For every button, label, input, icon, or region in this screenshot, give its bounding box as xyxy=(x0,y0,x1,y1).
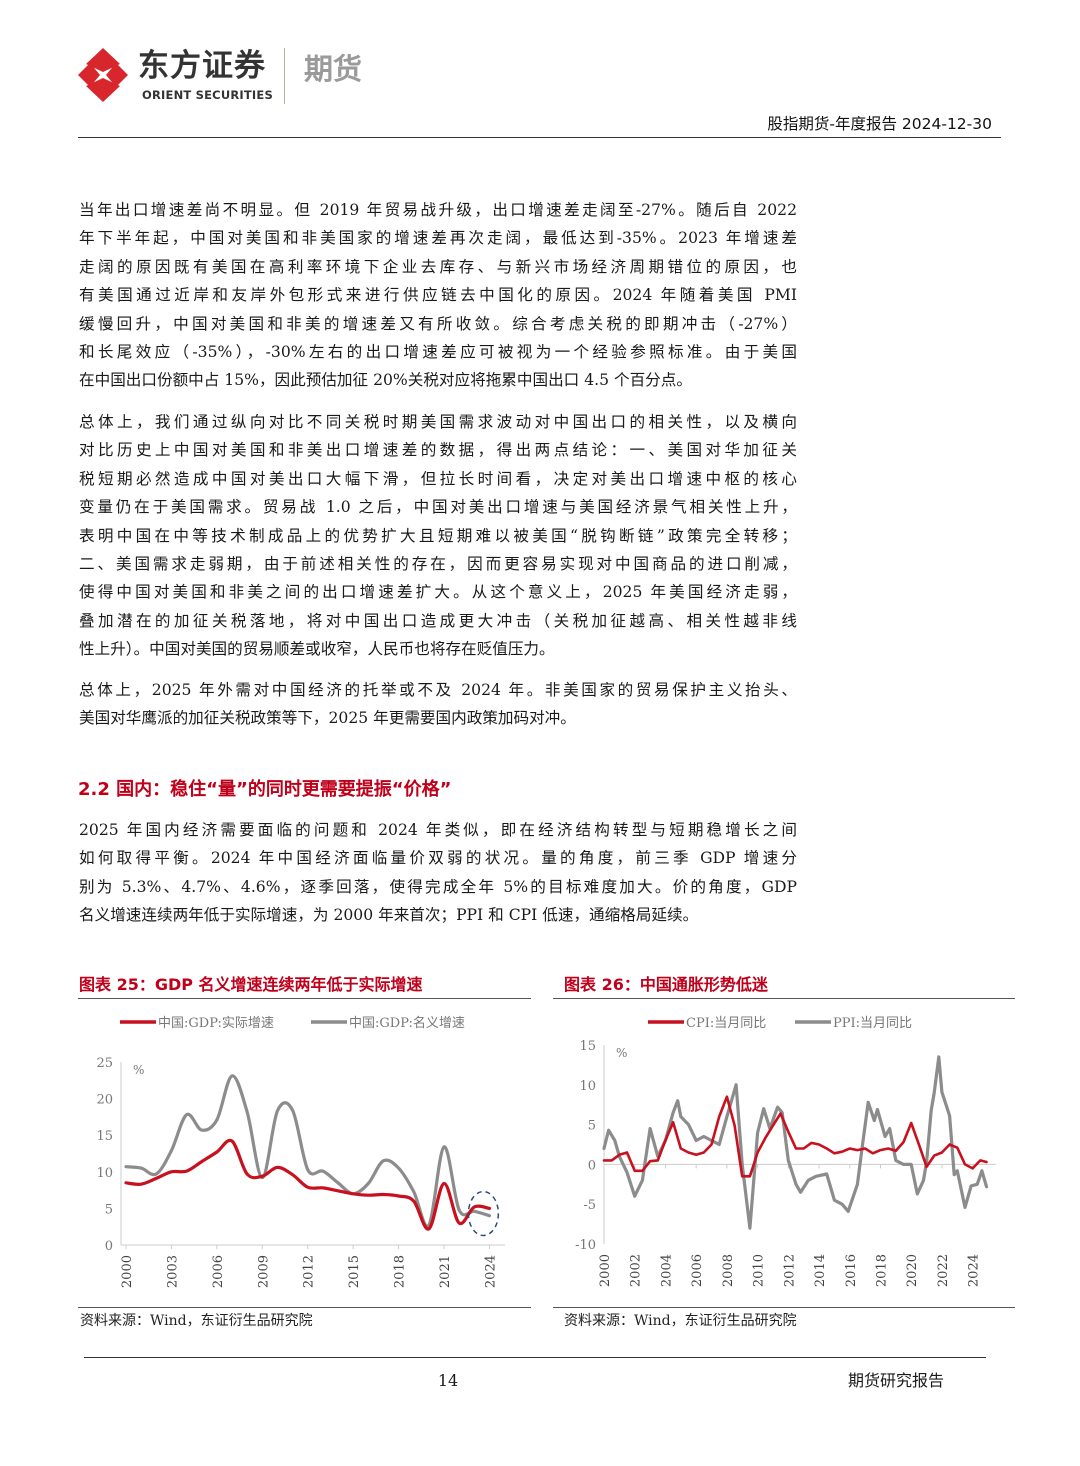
report-title-date: 股指期货-年度报告 2024-12-30 xyxy=(767,114,992,134)
paragraph-line: 如何取得平衡。2024 年中国经济面临量价双弱的状况。量的角度，前三季 GDP … xyxy=(79,849,797,868)
legend-label: 中国:GDP:实际增速 xyxy=(158,1016,274,1031)
series-line-red xyxy=(602,1095,988,1178)
y-tick-label: 10 xyxy=(96,1166,113,1181)
x-tick-label: 2018 xyxy=(874,1254,889,1287)
section-heading: 2.2 国内：稳住“量”的同时更需要提振“价格” xyxy=(78,779,452,800)
figure-26-caption: 图表 26：中国通胀形势低迷 xyxy=(564,975,768,994)
x-tick-label: 2021 xyxy=(438,1255,453,1288)
paragraph-line: 名义增速连续两年低于实际增速，为 2000 年来首次；PPI 和 CPI 低速，… xyxy=(79,906,699,925)
y-tick-label: 20 xyxy=(96,1093,113,1108)
paragraph-line: 性上升）。中国对美国的贸易顺差或收窄，人民币也将存在贬值压力。 xyxy=(79,640,555,659)
paragraph-line: 叠加潜在的加征关税落地，将对中国出口造成更大冲击（关税加征越高、相关性越非线 xyxy=(79,611,797,630)
paragraph-line: 年下半年起，中国对美国和非美国家的增速差再次走阔，最低达到-35%。2023 年… xyxy=(79,229,797,248)
legend-label: 中国:GDP:名义增速 xyxy=(349,1015,465,1031)
logo-text-en: ORIENT SECURITIES xyxy=(142,88,273,102)
x-tick-label: 2010 xyxy=(752,1254,767,1287)
paragraph-line: 2025 年国内经济需要面临的问题和 2024 年类似，即在经济结构转型与短期稳… xyxy=(79,821,797,839)
gdp-growth-chart: 0 5 10 15 20 25 % 2000 2003 2006 2009 2012 2015 2018 2… xyxy=(96,1015,505,1288)
y-tick-label: 15 xyxy=(96,1129,113,1144)
paragraph-line: 当年出口增速差尚不明显。但 2019 年贸易战升级，出口增速差走阔至-27%。随… xyxy=(79,201,797,219)
y-tick-label: 25 xyxy=(96,1056,113,1071)
footer-rule xyxy=(84,1357,986,1358)
x-tick-label: 2000 xyxy=(598,1254,613,1287)
y-axis-unit: % xyxy=(616,1046,627,1060)
y-axis-unit: % xyxy=(133,1063,144,1077)
paragraph-line: 别为 5.3%、4.7%、4.6%，逐季回落，使得完成全年 5%的目标难度加大。… xyxy=(79,877,797,896)
report-date: 2024-12-30 xyxy=(901,115,992,133)
x-tick-label: 2014 xyxy=(813,1254,828,1287)
series-line-red xyxy=(124,1138,491,1231)
paragraph-line: 变量仍在于美国需求。贸易战 1.0 之后，中国对美出口增速与美国经济景气相关性上… xyxy=(79,498,797,517)
paragraph-line: 缓慢回升，中国对美国和非美的增速差又有所收敛。综合考虑关税的即期冲击（-27%） xyxy=(79,314,797,333)
series-line-gray xyxy=(124,1074,491,1228)
figure-26-top-rule xyxy=(553,998,1015,999)
paragraph-line: 美国对华鹰派的加征关税政策等下，2025 年更需要国内政策加码对冲。 xyxy=(79,709,576,728)
y-tick-label: 10 xyxy=(579,1079,596,1094)
paragraph-line: 总体上，我们通过纵向对比不同关税时期美国需求波动对中国出口的相关性，以及横向 xyxy=(79,413,797,431)
x-tick-label: 2024 xyxy=(483,1255,498,1288)
logo-divider xyxy=(284,48,285,104)
paragraph-line: 和长尾效应（-35%），-30%左右的出口增速差应可被视为一个经验参照标准。由于… xyxy=(79,343,797,361)
paragraph-line: 使得中国对美国和非美之间的出口增速差扩大。从这个意义上，2025 年美国经济走弱… xyxy=(79,583,797,602)
x-tick-label: 2016 xyxy=(844,1254,859,1287)
figure-25-top-rule xyxy=(78,998,531,999)
x-tick-label: 2008 xyxy=(721,1254,736,1287)
x-tick-label: 2022 xyxy=(936,1254,951,1287)
paragraph-line: 在中国出口份额中占 15%，因此预估加征 20%关税对应将拖累中国出口 4.5 … xyxy=(79,371,692,390)
y-tick-label: 0 xyxy=(588,1158,596,1173)
legend-label: PPI:当月同比 xyxy=(833,1016,912,1031)
paragraph-line: 走阔的原因既有美国在高利率环境下企业去库存、与新兴市场经济周期错位的原因，也 xyxy=(79,257,797,276)
x-tick-label: 2002 xyxy=(629,1254,644,1287)
y-tick-label: 15 xyxy=(579,1039,596,1054)
figure-26-bottom-rule xyxy=(553,1307,1015,1308)
y-tick-label: 5 xyxy=(588,1119,596,1134)
paragraph-line: 税短期必然造成中国对美出口大幅下滑，但拉长时间看，决定对美出口增速中枢的核心 xyxy=(79,469,797,488)
footer-label: 期货研究报告 xyxy=(848,1371,945,1390)
y-tick-label: -5 xyxy=(583,1198,596,1213)
x-tick-label: 2018 xyxy=(393,1255,408,1288)
x-tick-label: 2020 xyxy=(905,1254,920,1287)
x-tick-label: 2012 xyxy=(302,1255,317,1288)
orient-logo-icon xyxy=(78,48,128,102)
x-tick-label: 2009 xyxy=(256,1255,271,1288)
paragraph-line: 对比历史上中国对美国和非美出口增速差的数据，得出两点结论：一、美国对华加征关 xyxy=(79,441,797,460)
y-tick-label: 0 xyxy=(105,1239,113,1254)
paragraph-line: 总体上，2025 年外需对中国经济的托举或不及 2024 年。非美国家的贸易保护… xyxy=(79,681,797,699)
figure-25-source: 资料来源：Wind，东证衍生品研究院 xyxy=(80,1313,313,1329)
y-tick-label: 5 xyxy=(105,1202,113,1217)
figure-25-bottom-rule xyxy=(78,1307,531,1308)
report-title: 股指期货-年度报告 xyxy=(767,115,897,133)
series-line-gray xyxy=(602,1055,989,1230)
figure-25-caption: 图表 25：GDP 名义增速连续两年低于实际增速 xyxy=(79,975,423,994)
inflation-chart: -10 -5 0 5 10 15 % 2000 2002 2004 2006 2008 2010 2012… xyxy=(575,1016,996,1287)
x-tick-label: 2015 xyxy=(347,1255,362,1288)
legend-label: CPI:当月同比 xyxy=(686,1016,766,1031)
y-tick-label: -10 xyxy=(575,1238,596,1253)
header-rule xyxy=(78,137,1001,138)
page-number: 14 xyxy=(437,1371,459,1390)
paragraph-line: 二、美国需求走弱期，由于前述相关性的存在，因而更容易实现对中国商品的进口削减， xyxy=(79,555,797,573)
x-tick-label: 2006 xyxy=(211,1255,226,1288)
x-tick-label: 2000 xyxy=(120,1255,135,1288)
paragraph-line: 表明中国在中等技术制成品上的优势扩大且短期难以被美国“脱钩断链”政策完全转移； xyxy=(79,526,797,545)
x-tick-label: 2024 xyxy=(967,1254,982,1287)
figure-26-source: 资料来源：Wind，东证衍生品研究院 xyxy=(564,1313,797,1329)
highlight-ellipse xyxy=(467,1190,500,1237)
x-tick-label: 2003 xyxy=(165,1255,180,1288)
x-tick-label: 2006 xyxy=(690,1254,705,1287)
logo-text-cn: 东方证券 xyxy=(138,48,266,84)
paragraph-line: 有美国通过近岸和友岸外包形式来进行供应链去中国化的原因。2024 年随着美国 P… xyxy=(79,286,797,305)
x-tick-label: 2004 xyxy=(659,1254,674,1287)
x-tick-label: 2012 xyxy=(782,1254,797,1287)
logo-subtitle: 期货 xyxy=(304,52,363,86)
